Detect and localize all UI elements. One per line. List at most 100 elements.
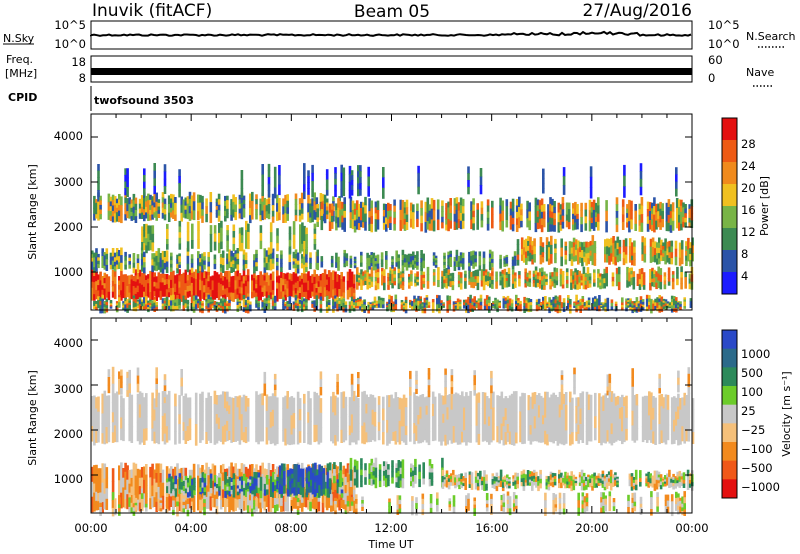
power-cell (97, 183, 100, 191)
power-cell (124, 208, 127, 215)
velocity-cell (397, 460, 401, 467)
power-cell (163, 198, 167, 205)
power-cell (320, 209, 324, 217)
power-cell (332, 289, 335, 300)
power-cell (624, 238, 628, 248)
velocity-cell (340, 429, 343, 443)
power-cell (403, 207, 407, 214)
date-title: 27/Aug/2016 (582, 1, 692, 21)
power-cell (132, 307, 136, 312)
velocity-cell (290, 500, 294, 511)
power-cell (371, 301, 375, 305)
power-cell (397, 283, 401, 290)
power-cell (153, 272, 156, 278)
velocity-cell (203, 482, 207, 488)
power-cell (583, 251, 586, 258)
power-cell (678, 207, 681, 216)
power-cell (404, 306, 408, 311)
velocity-cell (170, 476, 173, 481)
velocity-cell (273, 394, 277, 408)
power-cell (680, 277, 683, 284)
power-cell (661, 218, 664, 228)
power-cell (188, 269, 192, 276)
velocity-cell (166, 482, 169, 487)
power-cell (648, 298, 651, 303)
power-cell (255, 266, 258, 272)
power-cell (355, 219, 359, 230)
velocity-cell (118, 465, 121, 481)
velocity-cell (311, 499, 314, 509)
power-cell (351, 200, 355, 211)
power-cell (404, 309, 408, 314)
velocity-cell (338, 489, 341, 501)
power-cell (211, 295, 215, 301)
power-cell (488, 261, 492, 267)
power-cell (503, 256, 506, 259)
power-cell (532, 270, 536, 275)
velocity-cell (182, 467, 186, 477)
velocity-cell (349, 480, 353, 487)
velocity-cell (91, 396, 94, 412)
power-cell (368, 284, 372, 289)
power-cell (499, 271, 502, 277)
power-cell (457, 266, 461, 271)
power-cell (147, 300, 150, 304)
velocity-cell (103, 390, 107, 402)
power-cell (186, 263, 190, 273)
power-cell (387, 281, 390, 286)
velocity-cell (213, 475, 217, 480)
power-cell (136, 301, 140, 305)
power-cell (539, 245, 543, 256)
power-cell (217, 193, 221, 200)
velocity-cell (232, 496, 235, 512)
velocity-cell (303, 413, 306, 424)
velocity-cell (224, 472, 227, 479)
power-cell (321, 273, 325, 283)
power-cell (292, 304, 296, 308)
power-cell (667, 271, 671, 276)
power-cell (211, 285, 215, 291)
power-cell (574, 215, 577, 223)
velocity-cell (209, 396, 213, 413)
velocity-cell (297, 476, 301, 483)
power-cell (207, 256, 210, 263)
power-cell (363, 304, 366, 308)
power-cell (147, 225, 150, 235)
power-cell (163, 285, 167, 292)
power-cell (577, 248, 580, 257)
velocity-cell (211, 472, 215, 482)
power-cell (172, 279, 175, 289)
power-cell (201, 265, 204, 273)
power-cell (382, 203, 386, 211)
power-cell (583, 307, 587, 310)
power-cell (417, 165, 420, 174)
power-cell (605, 266, 608, 274)
power-cell (113, 213, 117, 223)
velocity-cell (93, 432, 96, 446)
power-cell (432, 258, 436, 263)
power-cell (111, 210, 115, 217)
power-cell (653, 282, 656, 288)
velocity-cell (336, 426, 339, 442)
velocity-cell (155, 395, 158, 408)
velocity-cell (243, 473, 246, 482)
power-cell (203, 252, 206, 257)
velocity-cell (321, 494, 325, 504)
power-colorbar: 28 24 20 16 12 8 4 Power [dB] (721, 117, 771, 295)
power-cell (427, 303, 431, 306)
power-cell (91, 275, 94, 283)
power-cell (263, 257, 267, 264)
power-cell (526, 218, 529, 228)
power-cell (409, 302, 412, 306)
power-cell (263, 211, 267, 220)
power-cell (584, 216, 588, 224)
power-cell (425, 299, 429, 303)
power-cell (668, 305, 672, 308)
power-cell (362, 207, 365, 213)
velocity-cell (295, 471, 298, 481)
power-cell (132, 286, 136, 292)
power-cell (276, 276, 279, 284)
power-cell (242, 290, 246, 299)
velocity-cell (342, 424, 346, 443)
velocity-cell (338, 499, 341, 511)
